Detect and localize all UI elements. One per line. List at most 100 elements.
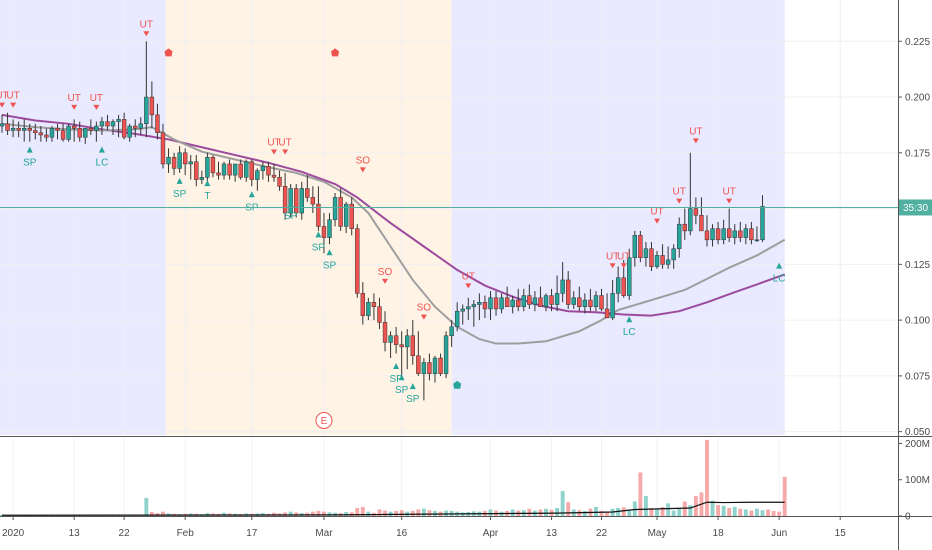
candle-body	[244, 161, 249, 178]
signal-arrow-up	[409, 383, 416, 390]
pentagon-marker	[331, 48, 340, 57]
candle-body	[282, 186, 288, 214]
candle-body	[388, 335, 393, 343]
time-tick-label: 13	[69, 528, 81, 539]
candle-body	[310, 197, 316, 205]
volume-bar	[316, 510, 321, 516]
candle-body	[477, 302, 482, 305]
time-axis[interactable]: 2020 13 22 Feb 17 Mar 16 Apr 13 22 May 18 Jun 15	[2, 516, 846, 539]
candle-body	[199, 177, 205, 180]
volume-bar	[743, 509, 748, 516]
candle-body	[516, 299, 521, 307]
volume-bar	[649, 508, 654, 516]
signal-label: SO	[378, 267, 393, 278]
time-tick-label: 13	[546, 528, 558, 539]
signal-arrow-down	[465, 283, 472, 289]
candle-body	[188, 161, 193, 165]
price-tick-label: 0.075	[905, 371, 930, 382]
volume-bar	[738, 508, 743, 516]
candle-body	[55, 128, 60, 131]
candle-body	[44, 134, 49, 138]
background-zone	[451, 0, 785, 435]
candle-body	[715, 228, 721, 241]
last-price-line: 35:30	[0, 199, 932, 216]
volume-bar	[754, 508, 759, 516]
candle-body	[549, 295, 554, 305]
candle-body	[449, 326, 454, 336]
time-tick-label: 22	[596, 528, 608, 539]
volume-bar	[732, 506, 737, 516]
candle-body	[71, 125, 77, 129]
volume-bar	[366, 511, 371, 516]
signal-label: SP	[389, 374, 403, 385]
candle-body	[682, 223, 687, 232]
signal-label: UT	[90, 93, 103, 104]
volume-bar	[433, 510, 437, 516]
candle-body	[443, 335, 449, 374]
candle-body	[105, 121, 110, 127]
price-tick-label: 0.175	[905, 148, 930, 159]
signal-arrow-up	[326, 249, 333, 256]
candle-body	[210, 157, 216, 174]
time-tick-label: Mar	[315, 528, 333, 539]
candle-body	[754, 239, 760, 242]
candle-body	[121, 119, 127, 138]
volume-bar	[677, 508, 682, 516]
volume-bar	[288, 511, 293, 516]
candle-body	[627, 257, 632, 296]
candle-body	[510, 299, 515, 307]
candle-body	[671, 248, 676, 261]
candle-body	[171, 157, 177, 169]
volume-bar	[616, 508, 621, 516]
candle-body	[94, 125, 99, 131]
volume-bar	[555, 508, 560, 516]
candle-body	[649, 248, 654, 267]
time-tick-label: 22	[119, 528, 131, 539]
signal-arrow-down	[654, 218, 661, 224]
candle-body	[488, 297, 493, 310]
signal-arrow-down	[0, 102, 5, 108]
volume-bar	[149, 512, 154, 516]
last-price-badge	[899, 199, 932, 216]
volume-bar	[638, 472, 643, 516]
candle-body	[466, 306, 471, 310]
candle-body	[360, 293, 366, 316]
volume-bar	[527, 508, 532, 516]
candle-body	[643, 248, 649, 258]
signal-arrow-down	[676, 198, 683, 204]
volume-bar	[310, 511, 315, 516]
signal-arrow-up	[98, 146, 105, 153]
candle-body	[116, 119, 121, 122]
candle-body	[144, 96, 149, 125]
signal-label: UT	[689, 126, 702, 137]
volume-bar	[749, 510, 754, 516]
candle-body	[554, 293, 560, 305]
pentagon-marker	[164, 48, 173, 57]
candle-body	[432, 357, 438, 374]
event-marker-label: E	[321, 416, 328, 427]
candle-body	[327, 219, 332, 238]
axis-background	[898, 0, 932, 516]
candle-body	[332, 197, 338, 220]
candle-body	[571, 297, 576, 305]
signal-arrow-up	[398, 374, 405, 381]
candle-body	[305, 188, 310, 198]
volume-bar	[344, 512, 349, 516]
time-tick-label: 16	[396, 528, 408, 539]
signal-arrow-down	[726, 198, 733, 204]
volume-tick-label: 100M	[905, 475, 930, 486]
candle-body	[5, 123, 10, 131]
volume-bar	[161, 511, 165, 516]
candle-body	[194, 161, 199, 180]
candle-body	[221, 163, 227, 176]
signal-label: LC	[773, 274, 786, 285]
price-candles	[0, 41, 765, 401]
candle-body	[416, 355, 421, 374]
volume-axis[interactable]: 200M 100M 0	[898, 439, 930, 523]
signal-label: UT	[0, 91, 9, 102]
price-tick-label: 0.225	[905, 37, 930, 48]
background-zone	[165, 0, 452, 435]
candle-body	[454, 310, 460, 328]
time-tick-label: Apr	[483, 528, 499, 539]
